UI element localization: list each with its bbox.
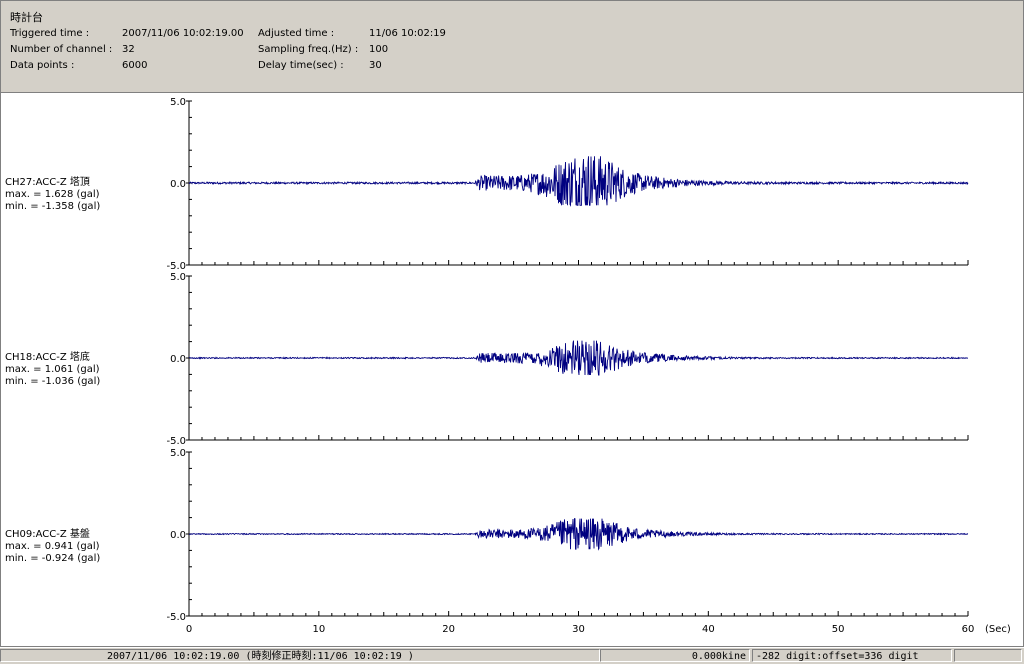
waveform-plot-area[interactable]: CH27:ACC-Z 塔頂 max. = 1.628 (gal) min. = …: [0, 93, 1024, 647]
panel-0-ytick-label: -5.0: [166, 261, 186, 272]
panel-2-waveform: [188, 518, 969, 551]
panel-2-ytick-label: 5.0: [170, 448, 186, 459]
panel-0-ytick-label: 0.0: [170, 179, 186, 190]
x-tick-label: 20: [442, 624, 455, 635]
adjusted-time-value: 11/06 10:02:19: [369, 28, 446, 39]
panel-1-max: max. = 1.061 (gal): [5, 364, 100, 375]
delay-value: 30: [369, 60, 382, 71]
panel-0-min: min. = -1.358 (gal): [5, 201, 101, 212]
channels-label: Number of channel :: [10, 44, 113, 55]
panel-2-ytick-label: 0.0: [170, 530, 186, 541]
panel-2-ytick-label: -5.0: [166, 612, 186, 623]
delay-label: Delay time(sec) :: [258, 60, 344, 71]
data-points-value: 6000: [122, 60, 148, 71]
panel-0-channel-name: CH27:ACC-Z 塔頂: [5, 177, 90, 188]
x-axis-unit-label: (Sec): [985, 624, 1011, 635]
status-time: 2007/11/06 10:02:19.00 (時刻修正時刻:11/06 10:…: [0, 649, 600, 662]
status-empty-pane: [954, 649, 1022, 662]
header-panel: 時計台 Triggered time : 2007/11/06 10:02:19…: [0, 0, 1024, 93]
panel-2-channel-name: CH09:ACC-Z 基盤: [5, 529, 90, 540]
triggered-time-value: 2007/11/06 10:02:19.00: [122, 28, 244, 39]
panel-1-ytick-label: -5.0: [166, 436, 186, 447]
panel-1-info: CH18:ACC-Z 塔底 max. = 1.061 (gal) min. = …: [5, 352, 100, 388]
x-tick-label: 40: [702, 624, 715, 635]
panel-1-min: min. = -1.036 (gal): [5, 376, 101, 387]
triggered-time-label: Triggered time :: [10, 28, 90, 39]
status-velocity: 0.000kine: [600, 649, 750, 662]
x-tick-label: 10: [312, 624, 325, 635]
panel-0-ytick-label: 5.0: [170, 97, 186, 108]
panel-0-waveform: [188, 156, 969, 207]
station-title: 時計台: [10, 11, 43, 24]
panel-2-max: max. = 0.941 (gal): [5, 541, 100, 552]
x-tick-label: 0: [186, 624, 192, 635]
x-tick-label: 50: [832, 624, 845, 635]
waveform-chart: 5.00.0-5.05.00.0-5.05.00.0-5.00 10 20 30 40 5…: [166, 97, 1011, 635]
panel-1-ytick-label: 5.0: [170, 272, 186, 283]
data-points-label: Data points :: [10, 60, 75, 71]
panel-2-min: min. = -0.924 (gal): [5, 553, 101, 564]
sampling-value: 100: [369, 44, 389, 55]
panel-1-channel-name: CH18:ACC-Z 塔底: [5, 352, 90, 363]
panel-1-ytick-label: 0.0: [170, 354, 186, 365]
status-bar: 2007/11/06 10:02:19.00 (時刻修正時刻:11/06 10:…: [0, 648, 1024, 664]
panel-2-info: CH09:ACC-Z 基盤 max. = 0.941 (gal) min. = …: [5, 529, 100, 565]
panel-0-info: CH27:ACC-Z 塔頂 max. = 1.628 (gal) min. = …: [5, 177, 100, 213]
x-tick-label: 30: [572, 624, 585, 635]
adjusted-time-label: Adjusted time :: [258, 28, 335, 39]
panel-0-max: max. = 1.628 (gal): [5, 189, 100, 200]
status-digit: -282 digit:offset=336 digit: [752, 649, 952, 662]
channels-value: 32: [122, 44, 135, 55]
panel-1-waveform: [188, 340, 968, 376]
x-tick-label: 60: [962, 624, 975, 635]
sampling-label: Sampling freq.(Hz) :: [258, 44, 359, 55]
